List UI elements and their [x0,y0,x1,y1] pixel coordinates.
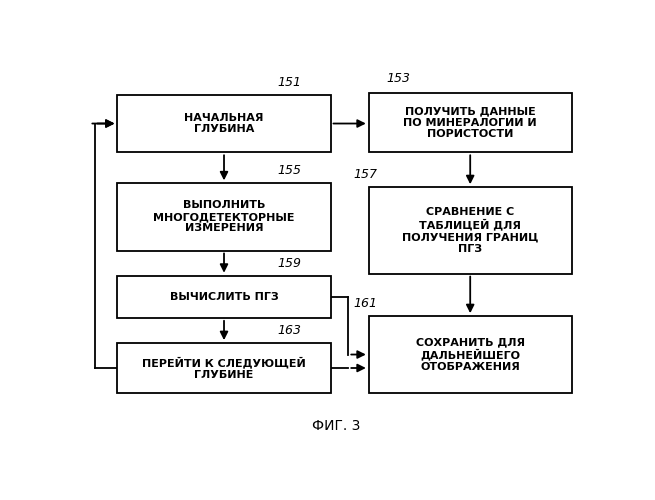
Text: 155: 155 [277,164,301,177]
FancyBboxPatch shape [369,92,572,152]
Text: ВЫПОЛНИТЬ
МНОГОДЕТЕКТОРНЫЕ
ИЗМЕРЕНИЯ: ВЫПОЛНИТЬ МНОГОДЕТЕКТОРНЫЕ ИЗМЕРЕНИЯ [153,200,295,234]
Text: 151: 151 [277,76,301,89]
FancyBboxPatch shape [117,94,331,152]
Text: СРАВНЕНИЕ С
ТАБЛИЦЕЙ ДЛЯ
ПОЛУЧЕНИЯ ГРАНИЦ
ПГЗ: СРАВНЕНИЕ С ТАБЛИЦЕЙ ДЛЯ ПОЛУЧЕНИЯ ГРАНИ… [402,207,538,254]
Text: 157: 157 [354,168,377,181]
FancyBboxPatch shape [369,187,572,274]
Text: 153: 153 [386,72,411,85]
Text: ПЕРЕЙТИ К СЛЕДУЮЩЕЙ
ГЛУБИНЕ: ПЕРЕЙТИ К СЛЕДУЮЩЕЙ ГЛУБИНЕ [142,356,306,380]
FancyBboxPatch shape [117,343,331,393]
Text: ВЫЧИСЛИТЬ ПГЗ: ВЫЧИСЛИТЬ ПГЗ [170,292,278,302]
Text: ФИГ. 3: ФИГ. 3 [312,419,360,432]
FancyBboxPatch shape [117,276,331,318]
Text: СОХРАНИТЬ ДЛЯ
ДАЛЬНЕЙШЕГО
ОТОБРАЖЕНИЯ: СОХРАНИТЬ ДЛЯ ДАЛЬНЕЙШЕГО ОТОБРАЖЕНИЯ [416,337,525,372]
Text: НАЧАЛЬНАЯ
ГЛУБИНА: НАЧАЛЬНАЯ ГЛУБИНА [184,112,264,134]
FancyBboxPatch shape [117,183,331,250]
FancyBboxPatch shape [369,316,572,393]
Text: 161: 161 [354,297,377,310]
Text: ПОЛУЧИТЬ ДАННЫЕ
ПО МИНЕРАЛОГИИ И
ПОРИСТОСТИ: ПОЛУЧИТЬ ДАННЫЕ ПО МИНЕРАЛОГИИ И ПОРИСТО… [403,106,537,139]
Text: 163: 163 [277,324,301,337]
Text: 159: 159 [277,257,301,270]
